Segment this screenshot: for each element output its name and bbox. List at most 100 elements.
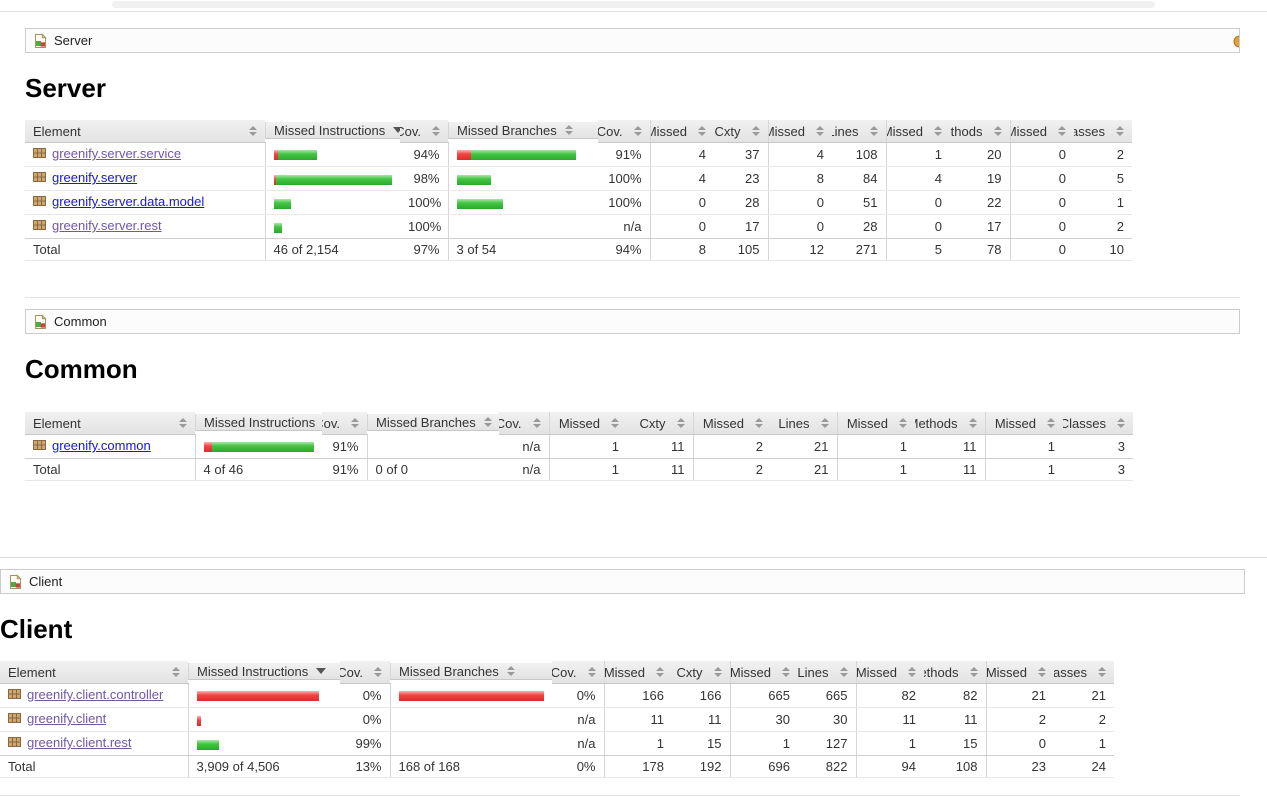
total-branches-coverage-cell: 0% [552,755,604,778]
column-header-missed[interactable]: Missed [603,661,672,684]
branches-bar-cell [366,434,499,459]
column-header-methods[interactable]: Methods [924,661,986,684]
sort-up-arrow [1116,126,1124,130]
metric-cell: 0 [1009,142,1074,167]
column-header-element[interactable]: Element [25,412,195,435]
coverage-bar [456,198,591,209]
column-header-label: Lines [832,123,859,139]
column-header-element[interactable]: Element [0,661,188,684]
column-header-missed[interactable]: Missed [767,120,832,143]
column-header-missed[interactable]: Missed [855,661,924,684]
column-header-cov-[interactable]: Cov. [499,412,549,435]
column-header-methods[interactable]: Methods [950,120,1010,143]
column-header-missed[interactable]: Missed [729,661,798,684]
column-header-cov-[interactable]: Cov. [340,661,390,684]
column-header-missed-instructions[interactable]: Missed Instructions [195,414,322,431]
column-header-missed-branches[interactable]: Missed Branches [390,663,552,680]
column-header-methods[interactable]: Methods [915,412,985,435]
package-link[interactable]: greenify.server [52,170,138,185]
column-header-cxty[interactable]: Cxty [627,412,693,435]
column-header-label: Missed [769,123,805,139]
column-header-cxty[interactable]: Cxty [672,661,730,684]
element-cell: greenify.common [25,434,195,459]
sort-up-arrow [968,418,977,422]
metric-cell: 28 [714,190,768,215]
package-link[interactable]: greenify.common [52,438,151,453]
column-header-missed-branches[interactable]: Missed Branches [367,414,499,431]
element-cell: greenify.client.controller [0,683,188,708]
branches-bar-cell [447,214,598,239]
column-header-classes[interactable]: Classes [1074,120,1132,143]
metric-cell: 0 [1009,166,1074,191]
sort-down-arrow [993,132,1002,136]
total-branches-cell: 0 of 0 [366,458,499,481]
column-header-label: Missed Instructions [274,122,386,138]
sort-down-arrow [782,673,790,677]
column-header-missed[interactable]: Missed [548,412,627,435]
column-header-missed[interactable]: Missed [984,412,1063,435]
total-instructions-coverage-cell: 97% [400,238,448,261]
column-header-label: Missed [558,415,600,431]
metric-cell: 30 [798,707,856,732]
package-link[interactable]: greenify.client.rest [27,735,132,750]
sort-down-arrow [908,673,916,677]
column-header-label: Missed Branches [399,663,499,679]
column-header-cov-[interactable]: Cov. [322,412,367,435]
missed-bar-segment [273,150,278,161]
divider [0,557,1267,558]
metric-cell: 0 [985,731,1054,756]
column-header-label: Classes [1074,123,1105,139]
sort-icon [1116,126,1124,136]
column-header-missed[interactable]: Missed [649,120,714,143]
metric-cell: 0 [767,190,832,215]
column-header-missed[interactable]: Missed [836,412,915,435]
column-header-classes[interactable]: Classes [1054,661,1114,684]
column-header-missed-instructions[interactable]: Missed Instructions [265,122,400,139]
metric-cell: 11 [915,434,985,459]
package-link[interactable]: greenify.server.service [52,146,182,161]
column-header-missed-branches[interactable]: Missed Branches [448,122,598,139]
branches-coverage-cell: 91% [598,142,650,167]
sort-up-arrow [908,667,916,671]
sort-down-arrow [1098,673,1106,677]
total-metric-cell: 11 [915,458,985,481]
sessions-icon[interactable] [1233,35,1239,48]
metric-cell: 1 [548,434,627,459]
column-header-missed[interactable]: Missed [985,661,1054,684]
sort-icon [611,418,619,428]
sort-icon [934,126,942,136]
sort-up-arrow [564,125,573,129]
column-header-lines[interactable]: Lines [798,661,856,684]
metric-cell: 1 [984,434,1063,459]
package-link[interactable]: greenify.server.rest [52,218,162,233]
package-link[interactable]: greenify.client [27,711,107,726]
branches-bar-cell [447,190,598,215]
column-header-lines[interactable]: Lines [771,412,837,435]
total-metric-cell: 94 [855,755,924,778]
column-header-lines[interactable]: Lines [832,120,886,143]
column-header-missed-instructions[interactable]: Missed Instructions [188,663,340,680]
column-header-cov-[interactable]: Cov. [598,120,650,143]
column-header-classes[interactable]: Classes [1063,412,1133,435]
sort-up-arrow [1058,126,1066,130]
package-link[interactable]: greenify.client.controller [27,687,164,702]
coverage-bar [196,715,333,726]
sort-icon [532,418,541,428]
column-header-cxty[interactable]: Cxty [714,120,768,143]
package-link[interactable]: greenify.server.data.model [52,194,205,209]
sort-icon [751,126,760,136]
sort-icon [506,666,515,676]
covered-bar-segment [273,222,282,233]
column-header-element[interactable]: Element [25,120,265,143]
breadcrumb: Server [25,28,1240,53]
column-header-missed[interactable]: Missed [885,120,950,143]
missed-bar-segment [273,174,277,185]
metric-cell: 1 [836,434,915,459]
sort-down-arrow [713,673,722,677]
column-header-label: Classes [1063,415,1106,431]
column-header-missed[interactable]: Missed [1009,120,1074,143]
column-header-cov-[interactable]: Cov. [400,120,448,143]
column-header-missed[interactable]: Missed [692,412,771,435]
column-header-cov-[interactable]: Cov. [552,661,604,684]
sort-down-arrow [587,673,596,677]
